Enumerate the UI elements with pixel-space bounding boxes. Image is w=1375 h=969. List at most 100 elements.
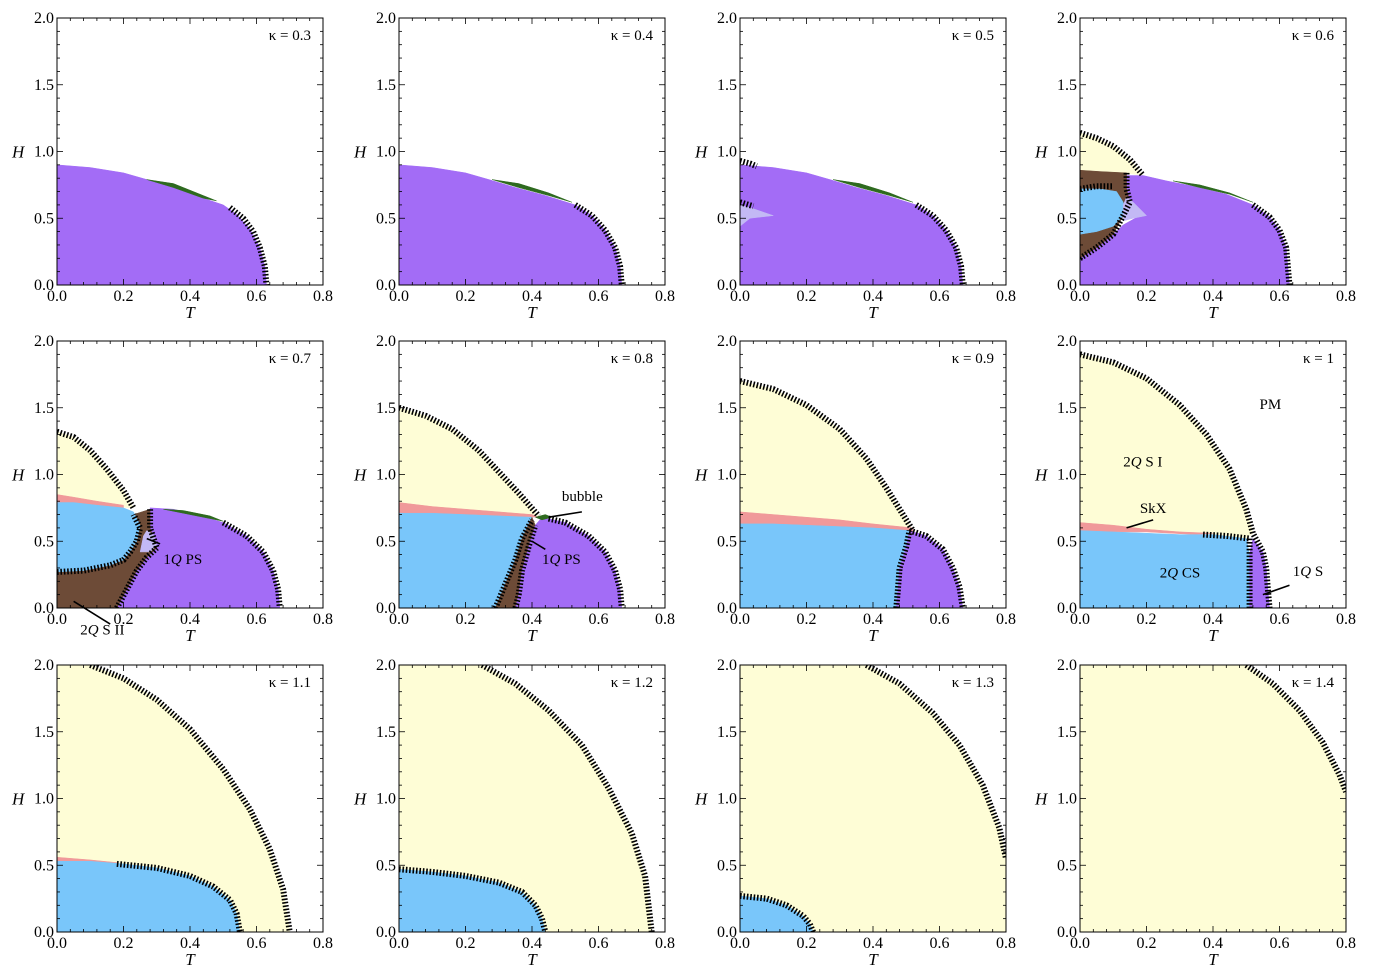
phase-boundary xyxy=(1244,665,1346,793)
phase-boundary xyxy=(480,665,655,932)
kappa-label: κ = 0.6 xyxy=(1292,28,1335,44)
x-tick-label: 0.6 xyxy=(247,288,267,305)
phase-panel: 0.0 0.2 0.4 0.6 0.8 0.0 0.5 1.0 1.5 2.0 T Hκ = 1.2 xyxy=(353,657,675,969)
phase-boundary xyxy=(740,199,755,210)
x-tick-label: 0.2 xyxy=(456,935,476,952)
y-axis-label: H xyxy=(694,143,709,162)
x-tick-label: 0.8 xyxy=(655,611,675,628)
y-tick-label: 1.5 xyxy=(376,77,396,94)
phase-annotation: 2Q S II xyxy=(80,623,124,639)
phase-boundary xyxy=(914,202,966,285)
phase-region xyxy=(1080,132,1144,176)
annotation-pointer xyxy=(73,600,111,625)
phase-boundary xyxy=(1080,129,1146,178)
y-tick-label: 0.5 xyxy=(376,210,396,227)
phase-panel: 0.0 0.2 0.4 0.6 0.8 0.0 0.5 1.0 1.5 2.0 T Hκ = 0.4 xyxy=(353,10,675,322)
y-tick-label: 1.0 xyxy=(376,791,396,808)
y-axis-label: H xyxy=(1034,790,1049,809)
plot-area xyxy=(399,164,625,285)
y-tick-label: 1.0 xyxy=(1057,467,1077,484)
phase-boundary xyxy=(740,378,916,533)
x-tick-label: 0.2 xyxy=(797,288,817,305)
phase-region xyxy=(1080,188,1124,235)
y-tick-label: 0.0 xyxy=(34,924,54,941)
x-axis-label: T xyxy=(1208,303,1219,322)
y-tick-label: 1.0 xyxy=(717,467,737,484)
phase-region xyxy=(740,665,1006,932)
y-axis-label: H xyxy=(353,466,368,485)
y-axis-label: H xyxy=(11,790,26,809)
y-tick-label: 2.0 xyxy=(34,657,54,674)
y-tick-label: 0.0 xyxy=(717,277,737,294)
y-tick-label: 0.0 xyxy=(1057,924,1077,941)
annotation-pointer xyxy=(1126,519,1154,529)
phase-boundary xyxy=(1251,202,1293,285)
phase-region xyxy=(1249,537,1270,608)
phase-boundary xyxy=(399,866,549,932)
x-tick-label: 0.0 xyxy=(47,288,67,305)
x-tick-label: 0.8 xyxy=(996,288,1016,305)
y-axis-label: H xyxy=(694,790,709,809)
y-tick-label: 0.5 xyxy=(376,857,396,874)
phase-panel: 0.0 0.2 0.4 0.6 0.8 0.0 0.5 1.0 1.5 2.0 T Hκ = 0.8 xyxy=(353,333,675,645)
kappa-label: κ = 0.7 xyxy=(269,351,312,367)
x-tick-label: 0.6 xyxy=(1270,935,1290,952)
x-tick-label: 0.8 xyxy=(313,611,333,628)
y-tick-label: 2.0 xyxy=(717,333,737,350)
x-tick-label: 0.0 xyxy=(730,611,750,628)
phase-boundary xyxy=(740,892,816,932)
kappa-label: κ = 1.1 xyxy=(269,675,311,691)
phase-boundary xyxy=(893,529,913,608)
y-tick-label: 1.5 xyxy=(34,400,54,417)
x-tick-label: 0.2 xyxy=(114,935,134,952)
x-tick-label: 0.4 xyxy=(522,935,542,952)
y-tick-label: 0.5 xyxy=(1057,533,1077,550)
y-tick-label: 1.0 xyxy=(34,144,54,161)
x-tick-label: 0.0 xyxy=(730,935,750,952)
x-tick-label: 0.6 xyxy=(589,611,609,628)
phase-region xyxy=(399,407,540,517)
y-tick-label: 2.0 xyxy=(376,10,396,27)
phase-region xyxy=(740,523,910,608)
phase-annotation: 2Q CS xyxy=(1160,565,1200,581)
x-tick-label: 0.4 xyxy=(1203,611,1223,628)
y-tick-label: 0.5 xyxy=(1057,210,1077,227)
phase-region xyxy=(740,380,914,531)
y-tick-label: 0.5 xyxy=(376,533,396,550)
y-tick-label: 2.0 xyxy=(1057,10,1077,27)
x-tick-label: 0.6 xyxy=(930,611,950,628)
x-tick-label: 0.2 xyxy=(114,288,134,305)
y-tick-label: 1.5 xyxy=(1057,400,1077,417)
x-axis-label: T xyxy=(527,950,538,969)
x-tick-label: 0.6 xyxy=(930,935,950,952)
y-tick-label: 1.0 xyxy=(34,467,54,484)
x-axis-label: T xyxy=(185,626,196,645)
x-tick-label: 0.2 xyxy=(456,288,476,305)
annotation-pointer xyxy=(531,540,546,550)
x-axis-label: T xyxy=(1208,950,1219,969)
y-axis-label: H xyxy=(1034,466,1049,485)
x-tick-label: 0.2 xyxy=(1137,288,1157,305)
y-tick-label: 0.5 xyxy=(717,210,737,227)
plot-area xyxy=(399,665,655,932)
y-tick-label: 2.0 xyxy=(34,10,54,27)
y-tick-label: 0.5 xyxy=(34,533,54,550)
y-tick-label: 1.5 xyxy=(717,400,737,417)
kappa-label: κ = 0.3 xyxy=(269,28,311,44)
annotation-pointer xyxy=(1262,584,1290,596)
x-tick-label: 0.0 xyxy=(1070,288,1090,305)
phase-boundary xyxy=(399,404,541,518)
x-tick-label: 0.4 xyxy=(180,611,200,628)
phase-region xyxy=(1173,180,1253,203)
phase-region xyxy=(146,179,217,202)
phase-annotation: 1Q PS xyxy=(163,552,202,568)
phase-boundary xyxy=(57,428,137,510)
x-axis-label: T xyxy=(185,950,196,969)
plot-area xyxy=(1080,665,1346,932)
kappa-label: κ = 0.9 xyxy=(952,351,994,367)
phase-boundary xyxy=(1080,172,1134,261)
x-tick-label: 0.8 xyxy=(655,288,675,305)
y-tick-label: 2.0 xyxy=(717,657,737,674)
x-tick-label: 0.2 xyxy=(456,611,476,628)
x-tick-label: 0.2 xyxy=(114,611,134,628)
